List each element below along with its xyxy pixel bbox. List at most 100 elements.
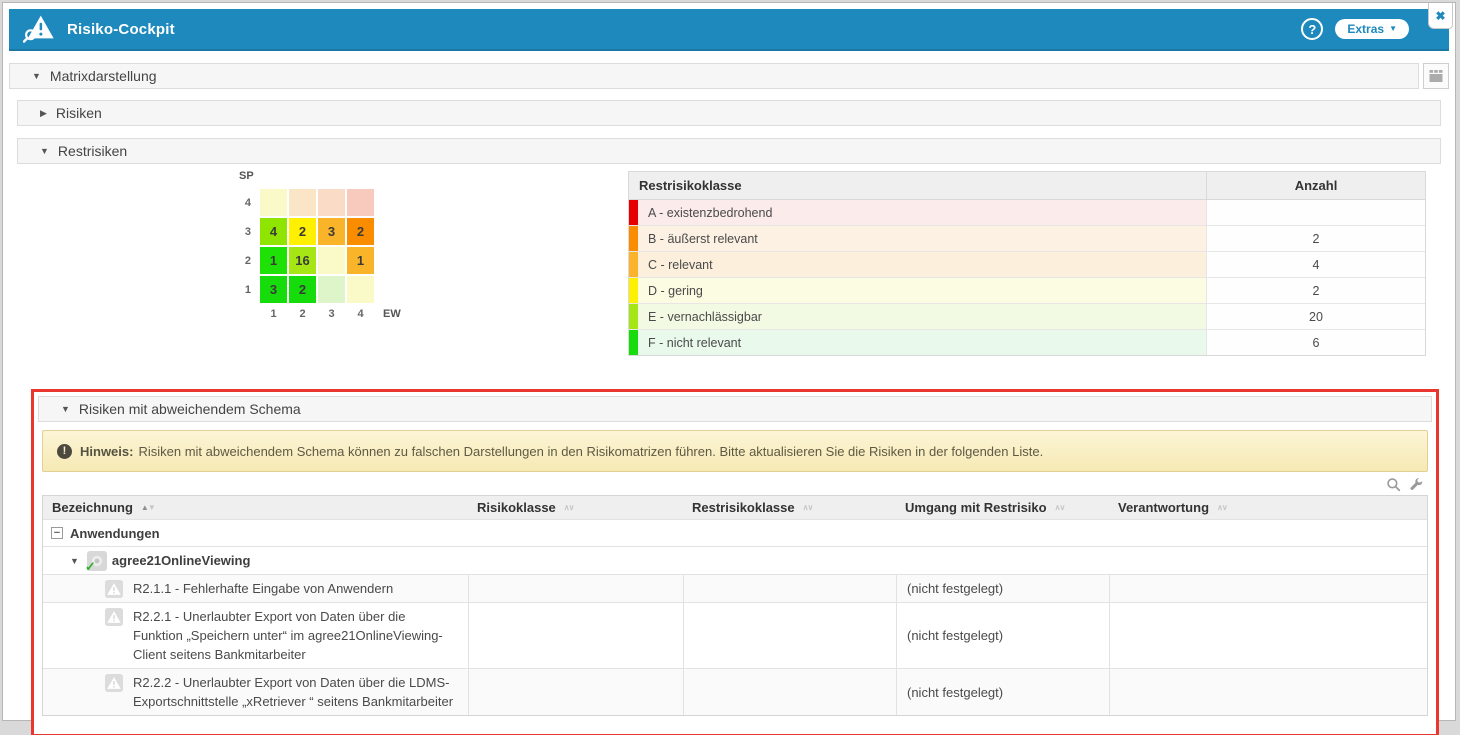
matrix-cell[interactable]: 4 [260, 218, 287, 245]
section-risiken-header[interactable]: ▶ Risiken [17, 100, 1441, 126]
table-row[interactable]: R2.2.2 - Unerlaubter Export von Daten üb… [43, 668, 1427, 715]
column-header-anzahl: Anzahl [1206, 172, 1425, 199]
matrix-cell[interactable] [347, 189, 374, 216]
table-row[interactable]: D - gering 2 [629, 278, 1425, 304]
column-header-restrisikoklasse: Restrisikoklasse [639, 178, 742, 193]
table-row[interactable]: R2.2.1 - Unerlaubter Export von Daten üb… [43, 602, 1427, 668]
wrench-icon[interactable] [1409, 477, 1424, 492]
col-label: 1 [270, 308, 277, 320]
collapse-triangle-icon: ▼ [61, 403, 70, 414]
sort-icons: ∧ ∨ [563, 503, 575, 512]
table-row[interactable]: A - existenzbedrohend [629, 200, 1425, 226]
col-label: 2 [299, 308, 306, 320]
subgroup-label: agree21OnlineViewing [111, 553, 251, 568]
matrix-cell[interactable] [289, 189, 316, 216]
close-button[interactable]: ✖ [1428, 3, 1453, 29]
risiko-cockpit-logo-icon [23, 15, 54, 43]
info-icon: ! [57, 443, 72, 459]
row-label: 1 [244, 283, 251, 296]
matrix-cell[interactable]: 3 [318, 218, 345, 245]
cell-restrisikoklasse [683, 669, 896, 715]
risk-warning-icon [105, 579, 123, 603]
matrix-cell[interactable] [347, 276, 374, 303]
hint-text: Risiken mit abweichendem Schema können z… [138, 443, 1044, 459]
restrisiko-class-table: Restrisikoklasse Anzahl A - existenzbedr… [628, 171, 1426, 356]
table-row[interactable]: R2.1.1 - Fehlerhafte Eingabe von Anwende… [43, 574, 1427, 602]
cell-risikoklasse [468, 575, 683, 602]
table-row[interactable]: B - äußerst relevant 2 [629, 226, 1425, 252]
column-header-umgang[interactable]: Umgang mit Restrisiko ∧ ∨ [905, 500, 1066, 515]
sort-icons: ∧ ∨ [1054, 503, 1066, 512]
restrisiken-content: SP 4 3 4 2 3 2 [17, 164, 1441, 356]
cell-verantwortung [1109, 669, 1427, 715]
cell-restrisikoklasse [683, 575, 896, 602]
class-color-strip [629, 278, 638, 303]
matrix-cell[interactable]: 2 [347, 218, 374, 245]
risk-title: R2.2.2 - Unerlaubter Export von Daten üb… [133, 675, 454, 709]
subgroup-row-agree21onlineviewing[interactable]: ▼ ✓ agree21OnlineViewing [43, 546, 1427, 574]
column-header-verantwortung[interactable]: Verantwortung ∧ ∨ [1118, 500, 1228, 515]
help-button[interactable]: ? [1301, 18, 1324, 40]
column-header-bezeichnung[interactable]: Bezeichnung ▲ ▼ [52, 500, 156, 515]
cell-restrisikoklasse [683, 603, 896, 668]
cell-risikoklasse [468, 669, 683, 715]
cell-risikoklasse [468, 603, 683, 668]
collapse-triangle-icon: ▶ [40, 107, 47, 118]
collapse-triangle-icon[interactable]: ▼ [70, 555, 79, 566]
cell-umgang: (nicht festgelegt) [896, 575, 1109, 602]
section-schema-label: Risiken mit abweichendem Schema [78, 401, 301, 417]
collapse-triangle-icon: ▼ [32, 70, 41, 81]
col-label: 4 [357, 308, 364, 320]
matrix-cell[interactable] [318, 276, 345, 303]
cell-verantwortung [1109, 603, 1427, 668]
table-row[interactable]: C - relevant 4 [629, 252, 1425, 278]
cell-umgang: (nicht festgelegt) [896, 669, 1109, 715]
table-row[interactable]: F - nicht relevant 6 [629, 330, 1425, 355]
section-matrixdarstellung-header[interactable]: ▼ Matrixdarstellung [9, 63, 1419, 89]
section-schema-header[interactable]: ▼ Risiken mit abweichendem Schema [38, 396, 1432, 422]
matrix-cell[interactable]: 2 [289, 276, 316, 303]
class-color-strip [629, 304, 638, 329]
check-badge-icon: ✓ [84, 558, 96, 574]
matrix-cell[interactable]: 1 [347, 247, 374, 274]
row-label: 2 [244, 254, 251, 267]
cell-umgang: (nicht festgelegt) [896, 603, 1109, 668]
risk-warning-icon [105, 608, 123, 631]
matrix-cell[interactable]: 2 [289, 218, 316, 245]
table-row[interactable]: E - vernachlässigbar 20 [629, 304, 1425, 330]
page-title: Risiko-Cockpit [67, 20, 175, 38]
extras-button[interactable]: Extras ▼ [1335, 19, 1409, 39]
section-risiken-label: Risiken [55, 105, 102, 121]
hint-box: ! Hinweis: Risiken mit abweichendem Sche… [42, 430, 1428, 472]
matrix-cell[interactable]: 16 [289, 247, 316, 274]
col-label: 3 [328, 308, 335, 320]
collapse-triangle-icon: ▼ [40, 145, 49, 156]
row-label: 4 [244, 196, 251, 209]
extras-label: Extras [1347, 22, 1385, 36]
section-restrisiken-header[interactable]: ▼ Restrisiken [17, 138, 1441, 164]
search-icon[interactable] [1386, 477, 1401, 492]
group-row-anwendungen[interactable]: − Anwendungen [43, 519, 1427, 546]
group-label: Anwendungen [70, 525, 160, 541]
grid-icon [1429, 70, 1443, 82]
class-color-strip [629, 330, 638, 355]
x-axis-label: EW [383, 308, 401, 320]
matrix-cell[interactable] [318, 247, 345, 274]
collapse-minus-icon[interactable]: − [51, 527, 63, 539]
risk-title: R2.1.1 - Fehlerhafte Eingabe von Anwende… [133, 581, 394, 596]
sort-icons: ∧ ∨ [802, 503, 814, 512]
matrix-cell[interactable] [260, 189, 287, 216]
risk-title: R2.2.1 - Unerlaubter Export von Daten üb… [133, 609, 443, 662]
schema-table: Bezeichnung ▲ ▼ Risikoklasse ∧ ∨ Restrisik… [42, 495, 1428, 716]
column-header-risikoklasse[interactable]: Risikoklasse ∧ ∨ [477, 500, 575, 515]
sort-icons: ▲ ▼ [140, 503, 156, 512]
matrix-view-button[interactable] [1423, 63, 1449, 89]
sort-icons: ∧ ∨ [1217, 503, 1228, 512]
column-header-restrisikoklasse[interactable]: Restrisikoklasse ∧ ∨ [692, 500, 814, 515]
matrix-cell[interactable]: 3 [260, 276, 287, 303]
matrix-cell[interactable] [318, 189, 345, 216]
row-label: 3 [244, 225, 251, 238]
matrix-cell[interactable]: 1 [260, 247, 287, 274]
